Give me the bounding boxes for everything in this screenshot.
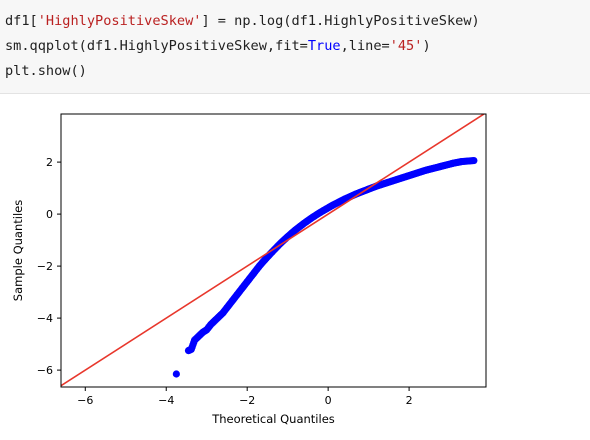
reference-line-45 xyxy=(61,114,486,387)
y-tick-label: −2 xyxy=(37,260,53,273)
code-string-token: '45' xyxy=(389,38,423,54)
output-area: −6 −4 −2 0 2 2 0 −2 −4 −6 Theoretical Quantiles Sam… xyxy=(0,95,590,436)
code-line-2: sm.qqplot(df1.HighlyPositiveSkew,fit=Tru… xyxy=(5,34,590,59)
x-tick-label: 0 xyxy=(325,394,332,407)
code-token: ,line= xyxy=(340,38,390,54)
code-cell[interactable]: df1['HighlyPositiveSkew'] = np.log(df1.H… xyxy=(0,0,590,94)
code-line-3: plt.show() xyxy=(5,59,590,84)
qq-plot-chart: −6 −4 −2 0 2 2 0 −2 −4 −6 Theoretical Quantiles Sam… xyxy=(11,113,487,426)
code-token: ) xyxy=(422,38,431,54)
x-tick-label: −2 xyxy=(239,394,255,407)
plot-frame xyxy=(60,113,487,388)
code-keyword-token: True xyxy=(307,38,341,54)
code-line-1: df1['HighlyPositiveSkew'] = np.log(df1.H… xyxy=(5,9,590,34)
data-point xyxy=(468,157,476,165)
code-token: sm.qqplot(df1.HighlyPositiveSkew,fit= xyxy=(5,38,308,54)
data-point xyxy=(172,370,180,378)
code-token: df1[ xyxy=(5,13,38,29)
y-tick-label: 2 xyxy=(46,156,53,169)
code-token: ] = np.log(df1.HighlyPositiveSkew) xyxy=(201,13,480,29)
code-token: plt.show() xyxy=(5,63,87,79)
y-tick-label: −6 xyxy=(37,364,53,377)
x-tick-label: −4 xyxy=(158,394,174,407)
y-axis-label: Sample Quantiles xyxy=(11,200,25,301)
x-tick-label: 2 xyxy=(406,394,413,407)
y-tick-label: −4 xyxy=(37,312,53,325)
x-tick-label: −6 xyxy=(77,394,93,407)
y-tick-label: 0 xyxy=(46,208,53,221)
x-axis-label: Theoretical Quantiles xyxy=(211,412,335,426)
code-string-token: 'HighlyPositiveSkew' xyxy=(37,13,202,29)
